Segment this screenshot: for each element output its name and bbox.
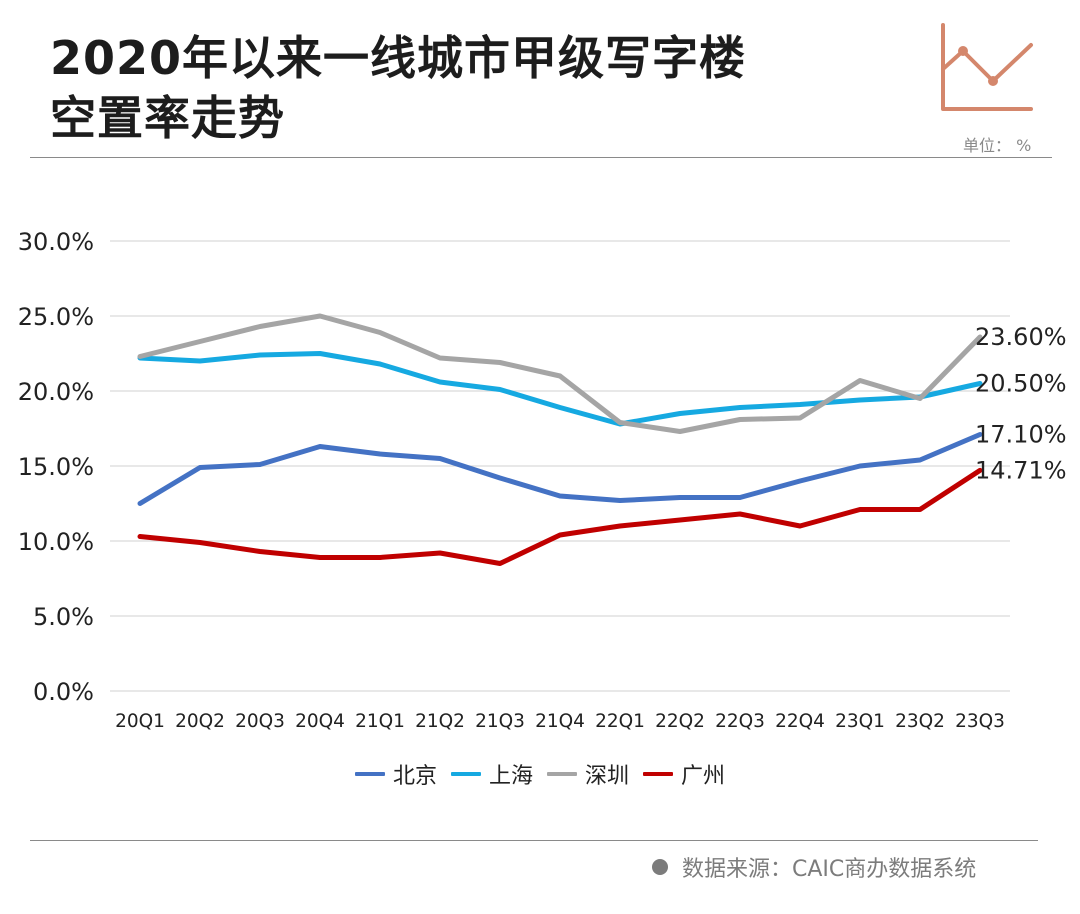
series-line-1 [137, 351, 983, 427]
end-labels: 17.10% 20.50% 23.60% 14.71% [975, 323, 1067, 484]
icon-point [988, 76, 998, 86]
x-tick-label: 23Q3 [955, 711, 1005, 732]
bullet-icon [652, 859, 668, 875]
line-chart-icon [941, 23, 1033, 111]
x-tick-label: 20Q3 [235, 711, 285, 732]
legend-swatch [547, 772, 578, 776]
legend-item: 广州 [643, 758, 725, 790]
end-data-label: 23.60% [975, 323, 1067, 351]
title-line-2: 空置率走势 [50, 91, 285, 145]
legend-label: 深圳 [585, 764, 630, 789]
data-source: 数据来源：CAIC商办数据系统 [652, 851, 976, 883]
legend-swatch [355, 772, 385, 776]
footer-divider [30, 840, 1038, 841]
source-text: 数据来源：CAIC商办数据系统 [682, 857, 977, 882]
x-tick-label: 21Q2 [415, 711, 465, 732]
y-tick-label: 10.0% [18, 528, 94, 556]
y-tick-label: 25.0% [18, 303, 94, 331]
y-tick-label: 20.0% [18, 378, 94, 406]
legend: 北京 上海 深圳 广州 [355, 758, 739, 790]
legend-label: 广州 [681, 764, 726, 789]
line-chart: 0.0%5.0%10.0%15.0%20.0%25.0%30.0% 20Q1 20… [18, 228, 1067, 732]
x-axis-ticks: 20Q1 20Q2 20Q3 20Q4 21Q1 21Q2 21Q3 21Q4 22Q1 22Q2… [115, 711, 1005, 732]
y-axis-ticks: 0.0% 5.0% 10.0% 15.0% 20.0% 25.0% 30.0% [18, 228, 94, 706]
x-tick-label: 22Q1 [595, 711, 645, 732]
x-tick-label: 20Q2 [175, 711, 225, 732]
x-tick-label: 22Q3 [715, 711, 765, 732]
x-tick-label: 23Q2 [895, 711, 945, 732]
legend-label: 上海 [489, 764, 534, 789]
x-tick-label: 20Q4 [295, 711, 345, 732]
legend-swatch [451, 772, 482, 776]
unit-label: 单位： % [963, 136, 1032, 155]
series-line-2 [137, 313, 983, 434]
title-divider [30, 157, 1052, 158]
series-line-0 [137, 432, 983, 506]
y-tick-label: 15.0% [18, 453, 94, 481]
chart-title: 2020年以来一线城市甲级写字楼 空置率走势 [50, 28, 746, 148]
title-line-1: 2020年以来一线城市甲级写字楼 [50, 31, 747, 85]
x-tick-label: 20Q1 [115, 711, 165, 732]
icon-line [941, 43, 1033, 83]
legend-item: 深圳 [547, 758, 629, 790]
series-line-3 [137, 467, 983, 566]
legend-item: 上海 [451, 758, 533, 790]
icon-point [958, 46, 968, 56]
icon-axes [941, 23, 1033, 111]
series-lines [137, 313, 983, 566]
end-data-label: 17.10% [975, 421, 1067, 449]
x-tick-label: 23Q1 [835, 711, 885, 732]
end-data-label: 20.50% [975, 370, 1067, 398]
y-tick-label: 30.0% [18, 228, 94, 256]
y-tick-label: 0.0% [33, 678, 94, 706]
legend-label: 北京 [393, 764, 438, 789]
x-tick-label: 22Q4 [775, 711, 825, 732]
legend-swatch [643, 772, 674, 776]
legend-item: 北京 [355, 758, 437, 790]
end-data-label: 14.71% [975, 456, 1067, 484]
x-tick-label: 22Q2 [655, 711, 705, 732]
x-tick-label: 21Q4 [535, 711, 585, 732]
x-tick-label: 21Q3 [475, 711, 525, 732]
y-tick-label: 5.0% [33, 603, 94, 631]
x-tick-label: 21Q1 [355, 711, 405, 732]
